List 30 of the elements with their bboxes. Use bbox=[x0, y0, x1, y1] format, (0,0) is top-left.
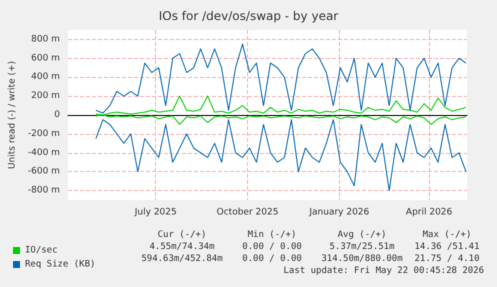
x-tick-label: April 2026 bbox=[406, 208, 453, 218]
text: 0.00 / 0.00 bbox=[242, 242, 302, 252]
y-tick-label: 800 m bbox=[31, 34, 60, 44]
text: 21.75 / 4.10 bbox=[414, 254, 480, 264]
x-tick-label: October 2025 bbox=[216, 208, 278, 218]
y-tick-label: 600 m bbox=[31, 53, 60, 64]
text: 0.00 / 0.00 bbox=[242, 254, 302, 264]
text: 5.37m/25.51m bbox=[329, 242, 395, 252]
text: 594.63m/452.84m bbox=[141, 254, 223, 264]
text: 4.55m/74.34m bbox=[149, 242, 215, 252]
y-tick-label: 0 bbox=[54, 110, 60, 120]
x-tick-label: January 2026 bbox=[308, 208, 370, 218]
text: Min (-/+) bbox=[248, 230, 296, 240]
text: 14.36 /51.41 bbox=[414, 242, 480, 252]
y-tick-label: -200 m bbox=[28, 128, 60, 139]
text: Cur (-/+) bbox=[158, 230, 206, 240]
text: Last update: Fri May 22 00:45:28 2026 bbox=[284, 266, 484, 276]
y-tick-label: -600 m bbox=[28, 166, 60, 177]
chart-title: IOs for /dev/os/swap - by year bbox=[158, 9, 338, 23]
y-tick-label: -400 m bbox=[28, 148, 60, 158]
legend-label: IO/sec bbox=[25, 246, 58, 256]
text: Avg (-/+) bbox=[338, 230, 386, 240]
y-tick-label: 200 m bbox=[31, 91, 60, 102]
y-tick-label: 400 m bbox=[31, 72, 60, 82]
x-tick-label: July 2025 bbox=[134, 208, 177, 218]
text: Max (-/+) bbox=[422, 230, 472, 240]
text: 314.50m/880.00m bbox=[321, 254, 403, 264]
y-tick-label: -800 m bbox=[28, 186, 60, 196]
legend-label: Req Size (KB) bbox=[25, 260, 96, 270]
y-axis-title: Units read (-) / write (+) bbox=[8, 60, 18, 170]
